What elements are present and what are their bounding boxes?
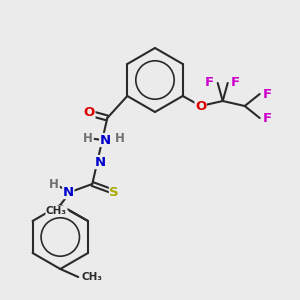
Text: F: F [263, 112, 272, 124]
Text: S: S [110, 185, 119, 199]
Text: H: H [49, 178, 59, 190]
Text: CH₃: CH₃ [46, 206, 67, 216]
Text: F: F [263, 88, 272, 100]
Text: N: N [95, 155, 106, 169]
Text: F: F [231, 76, 240, 89]
Text: O: O [84, 106, 95, 119]
Text: N: N [63, 185, 74, 199]
Text: H: H [83, 131, 93, 145]
Text: CH₃: CH₃ [81, 272, 102, 282]
Text: N: N [100, 134, 111, 146]
Text: O: O [195, 100, 206, 112]
Text: F: F [205, 76, 214, 89]
Text: H: H [115, 131, 125, 145]
